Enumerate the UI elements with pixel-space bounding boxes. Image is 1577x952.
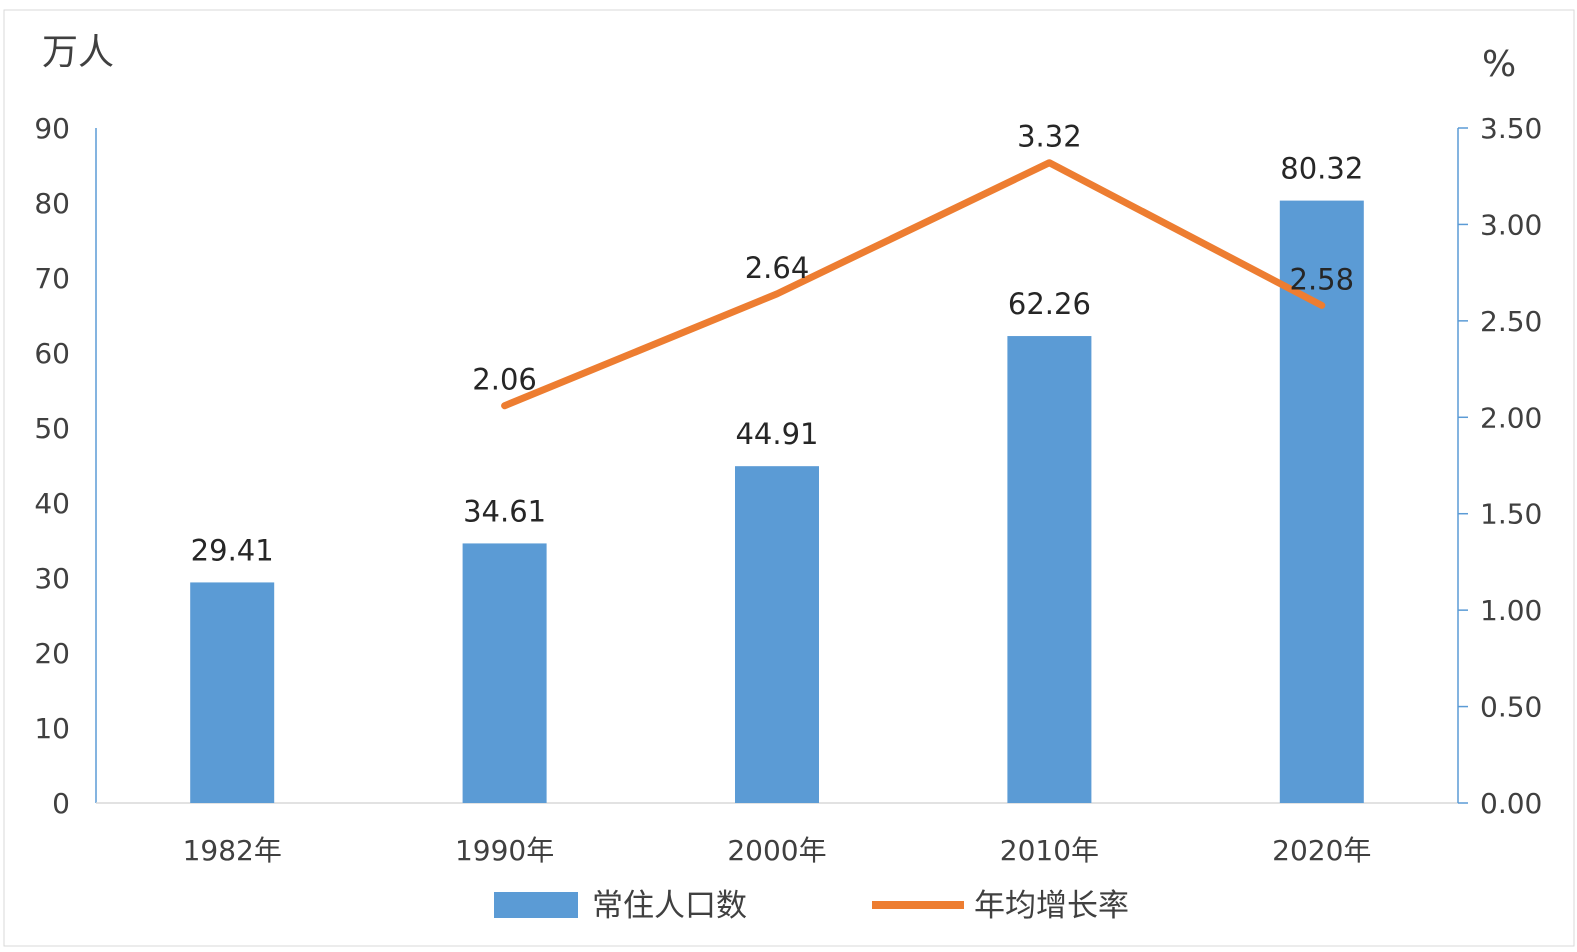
right-tick-label: 0.00 [1480,787,1542,820]
bar [1007,336,1092,803]
left-tick-label: 90 [34,112,70,145]
legend-swatch-bar [494,892,578,918]
bar [462,543,547,803]
left-tick-label: 10 [34,712,70,745]
line-series: 2.06 2.64 3.32 2.58 [472,120,1355,410]
left-tick-label: 30 [34,562,70,595]
legend-label-line: 年均增长率 [974,888,1129,924]
left-axis: 0 10 20 30 40 50 60 70 80 90 [34,112,1458,820]
left-tick-label: 20 [34,637,70,670]
line-data-label: 2.06 [472,363,537,397]
bar-series: 29.41 34.61 44.91 62.26 80.32 [190,152,1364,804]
bar-data-label: 62.26 [1008,287,1091,321]
left-tick-label: 80 [34,187,70,220]
bar [735,466,819,803]
left-tick-label: 50 [34,412,70,445]
bar-data-label: 80.32 [1280,152,1363,186]
line-data-label: 2.58 [1290,262,1355,296]
right-tick-label: 3.00 [1480,208,1542,241]
legend: 常住人口数 年均增长率 [494,888,1129,924]
x-tick-label: 2020年 [1272,834,1371,867]
line-point [501,402,508,409]
right-tick-label: 1.00 [1480,594,1542,627]
line-data-label: 3.32 [1017,120,1082,154]
right-tick-label: 1.50 [1480,498,1542,531]
left-tick-label: 60 [34,337,70,370]
right-tick-label: 2.00 [1480,401,1542,434]
line-path [501,159,1326,410]
right-tick-label: 0.50 [1480,691,1542,724]
line-point [1046,159,1053,166]
bar-data-label: 29.41 [191,533,274,567]
left-axis-unit: 万人 [42,32,114,73]
x-tick-label: 2000年 [727,834,826,867]
right-axis: 0.00 0.50 1.00 1.50 2.00 2.50 3.00 3.50 [1457,112,1542,820]
right-axis-unit: % [1482,44,1516,85]
left-tick-label: 0 [52,787,70,820]
bar [190,582,275,803]
line-point [774,290,780,297]
bar-data-label: 44.91 [735,417,818,451]
right-tick-label: 3.50 [1480,112,1542,145]
right-tick-label: 2.50 [1480,305,1542,338]
x-tick-label: 1990年 [455,834,554,867]
x-axis-labels: 1982年 1990年 2000年 2010年 2020年 [183,834,1372,867]
x-tick-label: 2010年 [1000,834,1099,867]
bar [1279,200,1364,804]
bar-data-label: 34.61 [463,494,546,528]
line-point [1318,302,1325,309]
legend-label-bar: 常住人口数 [592,888,747,924]
left-tick-label: 70 [34,262,70,295]
left-tick-label: 40 [34,487,70,520]
line-data-label: 2.64 [745,251,810,285]
chart-border [3,9,1575,947]
x-tick-label: 1982年 [183,834,282,867]
